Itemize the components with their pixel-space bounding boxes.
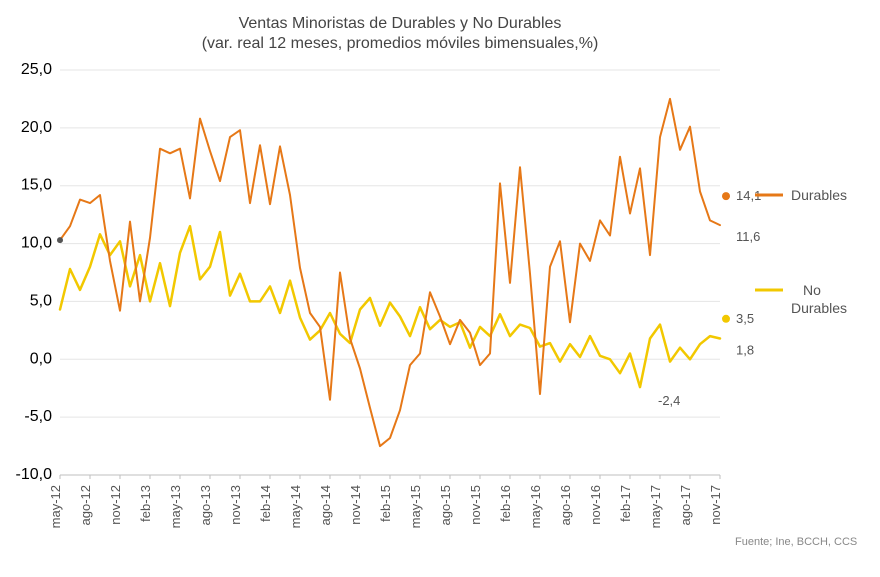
x-tick-label: feb-14 — [258, 485, 273, 522]
x-tick-label: may-12 — [48, 485, 63, 528]
x-tick-label: feb-16 — [498, 485, 513, 522]
x-tick-label: may-15 — [408, 485, 423, 528]
x-tick-label: ago-12 — [78, 485, 93, 525]
x-tick-label: ago-15 — [438, 485, 453, 525]
x-tick-label: feb-15 — [378, 485, 393, 522]
y-tick-label: -10,0 — [16, 466, 53, 483]
end-label-no-durables: 1,8 — [736, 342, 754, 357]
end-label-durables: 11,6 — [736, 229, 760, 244]
y-tick-label: 15,0 — [21, 177, 52, 194]
end-dot-no-durables — [722, 315, 730, 323]
y-tick-label: 25,0 — [21, 61, 52, 78]
legend-label-no-durables-1: No — [803, 282, 821, 298]
x-tick-label: nov-16 — [588, 485, 603, 525]
x-tick-label: ago-13 — [198, 485, 213, 525]
x-tick-label: nov-15 — [468, 485, 483, 525]
source-text: Fuente; Ine, BCCH, CCS — [735, 536, 857, 548]
x-tick-label: nov-17 — [708, 485, 723, 525]
x-tick-label: may-16 — [528, 485, 543, 528]
x-tick-label: feb-13 — [138, 485, 153, 522]
x-tick-label: feb-17 — [618, 485, 633, 522]
x-tick-label: may-17 — [648, 485, 663, 528]
start-marker — [57, 237, 63, 243]
chart-title-1: Ventas Minoristas de Durables y No Durab… — [239, 15, 562, 32]
x-tick-label: nov-12 — [108, 485, 123, 525]
legend-label-no-durables-2: Durables — [791, 300, 847, 316]
chart-svg: -10,0 -5,0 0,0 5,0 10,0 15,0 20,0 25,0 may-12 ago… — [0, 0, 880, 577]
y-tick-label: -5,0 — [24, 408, 52, 425]
x-tick-label: ago-14 — [318, 485, 333, 525]
x-tick-label: ago-16 — [558, 485, 573, 525]
end-dot-durables — [722, 192, 730, 200]
chart-title-2: (var. real 12 meses, promedios móviles b… — [202, 35, 599, 52]
chart-container: { "chart": { "type": "line", "title_line… — [0, 0, 880, 577]
annotation-label: -2,4 — [658, 393, 680, 408]
end-dot-label-no-durables: 3,5 — [736, 311, 754, 326]
y-tick-label: 5,0 — [30, 292, 52, 309]
x-tick-label: ago-17 — [678, 485, 693, 525]
x-tick-label: may-14 — [288, 485, 303, 528]
legend-label-durables: Durables — [791, 187, 847, 203]
x-tick-label: may-13 — [168, 485, 183, 528]
y-tick-label: 20,0 — [21, 119, 52, 136]
y-tick-label: 10,0 — [21, 235, 52, 252]
y-tick-label: 0,0 — [30, 350, 52, 367]
x-tick-label: nov-14 — [348, 485, 363, 525]
x-tick-label: nov-13 — [228, 485, 243, 525]
